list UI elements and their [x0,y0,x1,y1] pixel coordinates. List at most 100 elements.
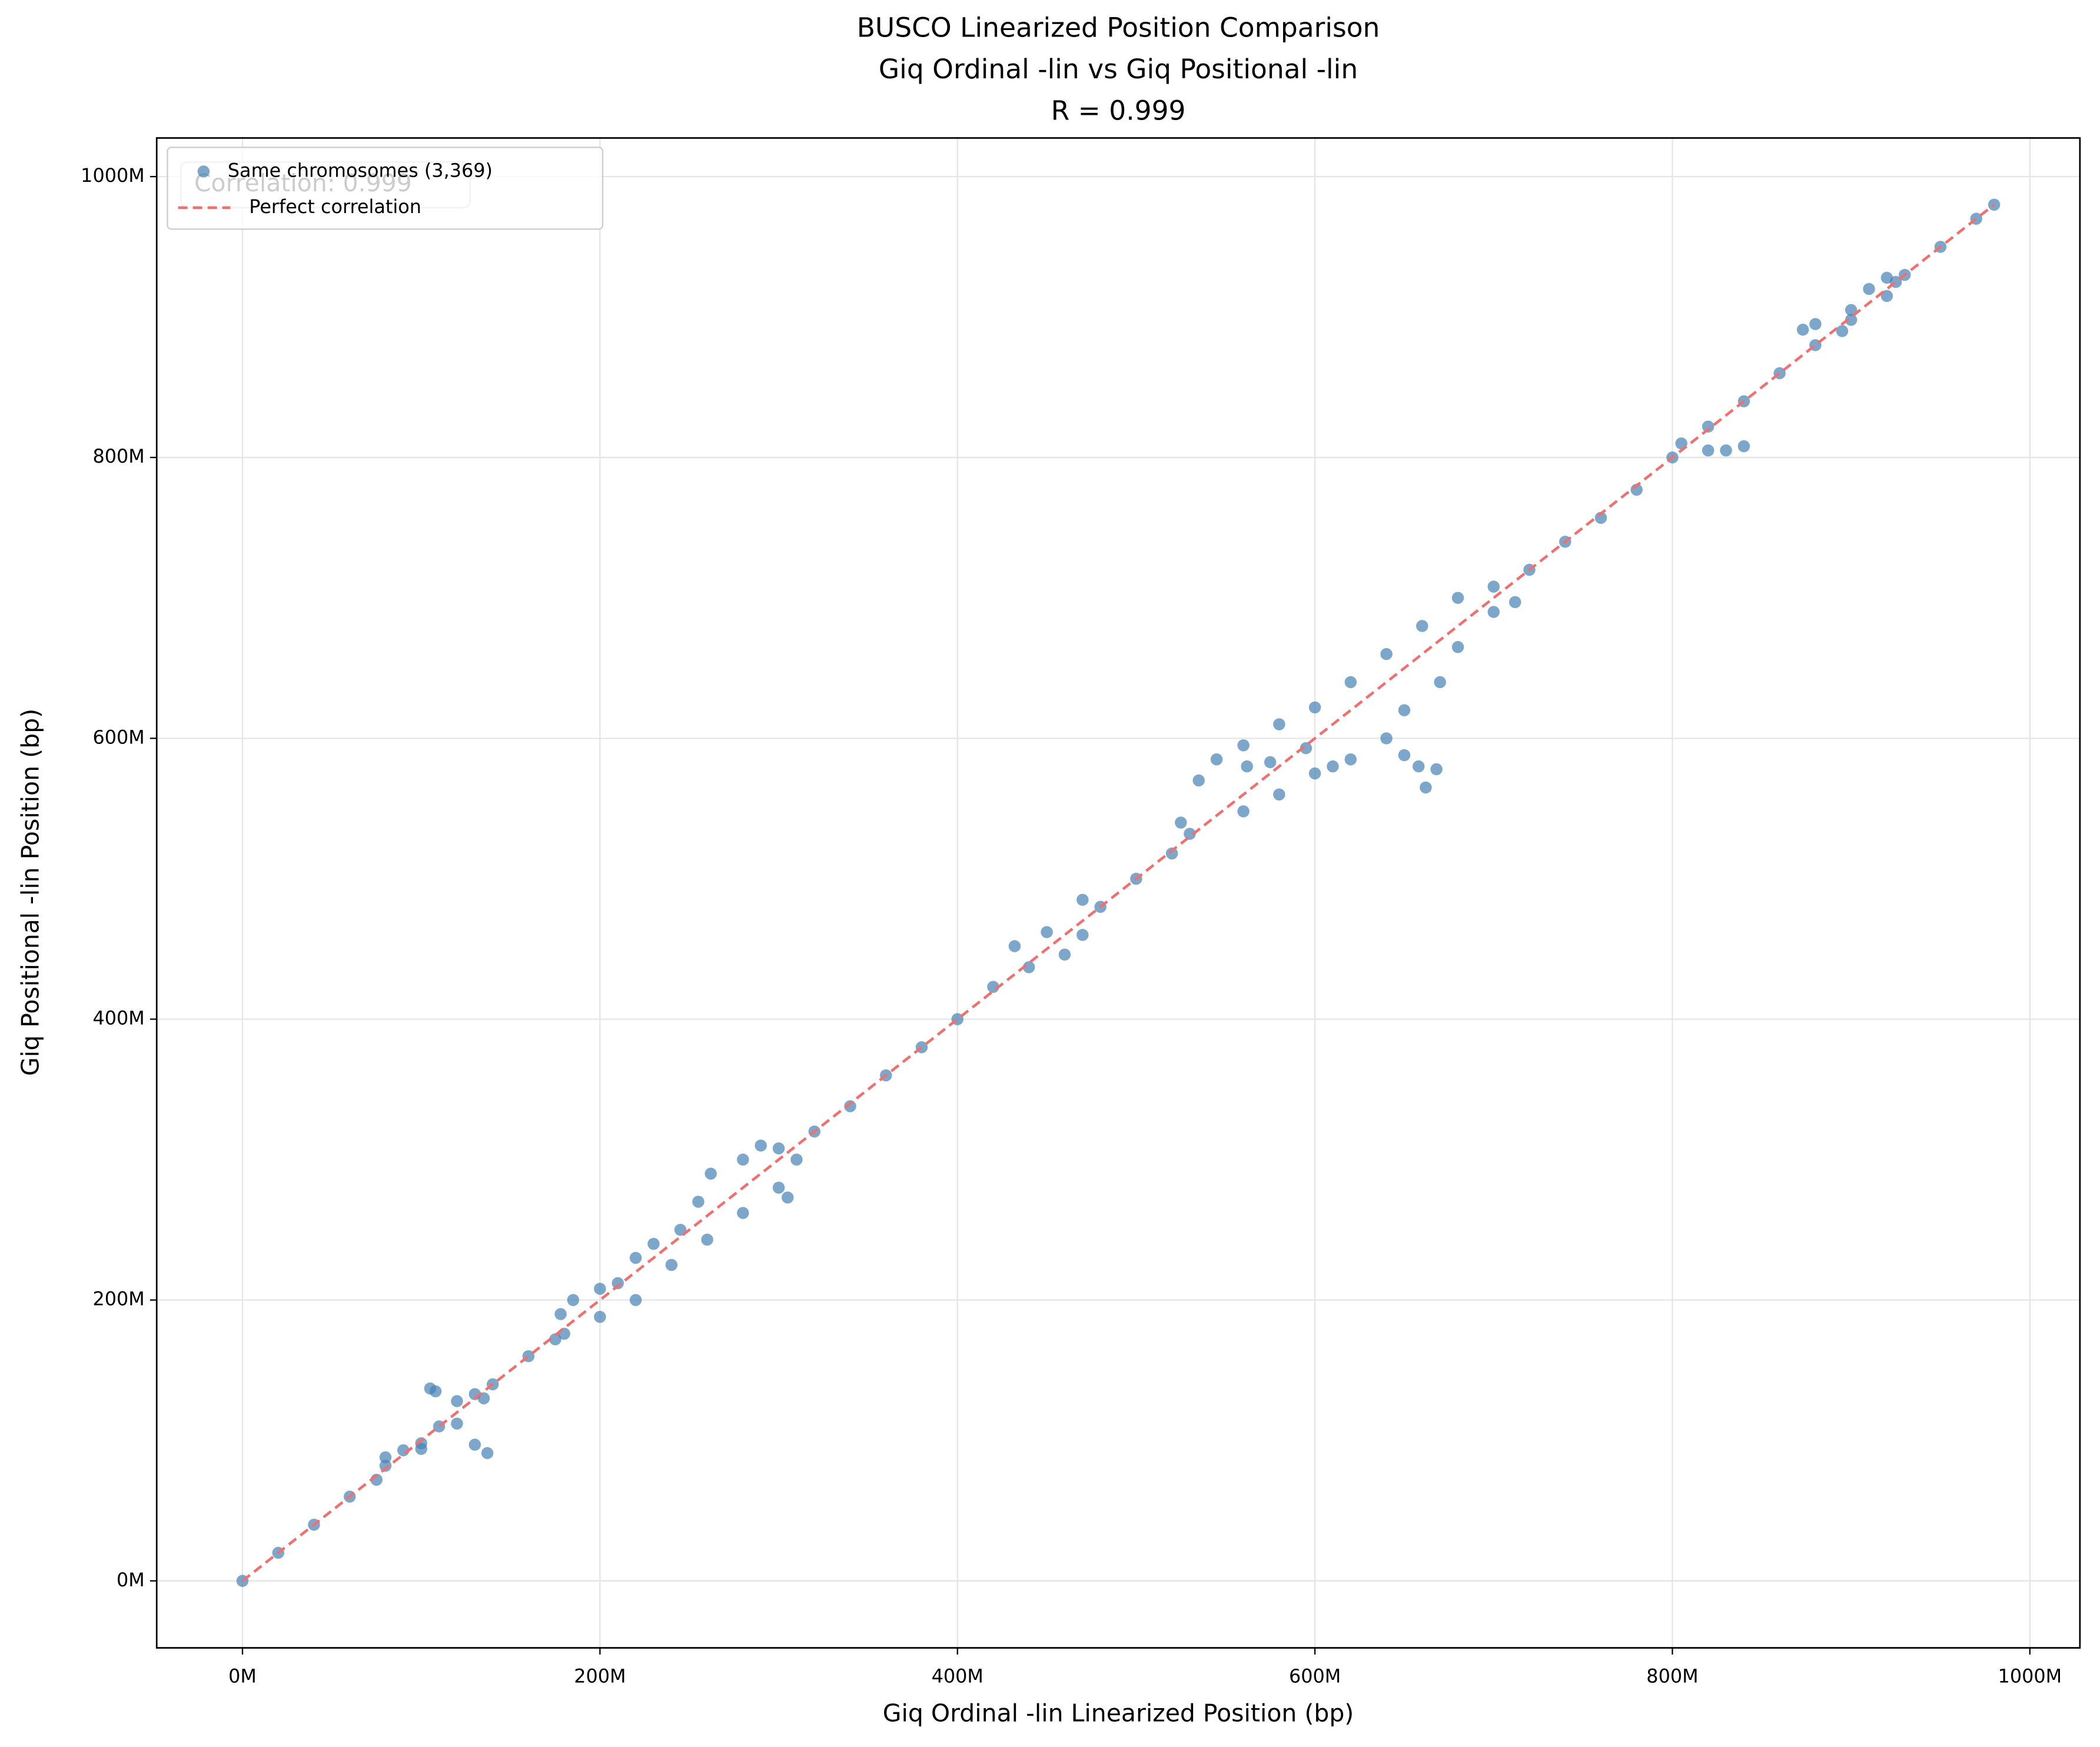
plot-frame [155,137,2081,1649]
scatter-point [549,1333,561,1346]
scatter-point [429,1385,442,1397]
scatter-point [1273,718,1285,730]
scatter-point [451,1395,463,1407]
scatter-point [1076,929,1089,941]
x-tick-label: 1000M [1998,1665,2062,1688]
chart-stat: R = 0.999 [1051,95,1186,127]
y-axis-label: Giq Positional -lin Position (bp) [16,709,45,1076]
scatter-point [647,1237,660,1250]
scatter-point [1165,847,1178,860]
scatter-point [1451,592,1464,605]
scatter-point [1308,701,1321,714]
scatter-point [468,1439,481,1451]
scatter-point [1508,596,1521,609]
scatter-point [1058,948,1071,961]
scatter-point [1241,760,1253,773]
scatter-point [1398,749,1411,762]
scatter-point [692,1195,705,1208]
scatter-point [1836,325,1849,337]
scatter-point [1702,420,1714,433]
scatter-point [1880,271,1893,284]
scatter-point [612,1277,624,1290]
scatter-point [1300,742,1312,755]
legend-box [167,147,604,230]
x-tick-label: 600M [1289,1665,1341,1688]
scatter-point [1008,940,1021,952]
scatter-point [1380,647,1393,660]
scatter-point [1273,788,1285,801]
y-tick-label: 800M [92,445,144,467]
y-tick-label: 200M [92,1288,144,1310]
scatter-point [1237,739,1250,752]
x-tick-label: 0M [228,1665,257,1688]
scatter-point [1022,961,1035,974]
scatter-point [1434,676,1446,689]
y-tick-label: 400M [92,1007,144,1029]
scatter-point [1184,828,1196,840]
x-tick-label: 200M [574,1665,626,1688]
scatter-point [772,1181,785,1194]
scatter-point [790,1153,803,1166]
scatter-point [1451,641,1464,653]
scatter-point [1416,620,1428,632]
legend-label: Same chromosomes (3,369) [228,159,493,181]
scatter-point [1412,760,1425,773]
scatter-point [781,1191,794,1204]
scatter-point [558,1327,570,1340]
legend-label: Perfect correlation [249,195,421,218]
y-tick-label: 0M [117,1569,145,1591]
scatter-point [844,1100,856,1112]
scatter-point [1210,753,1223,766]
scatter-point [1845,314,1858,326]
scatter-point [1344,753,1357,766]
scatter-point [1720,444,1732,457]
x-tick-label: 400M [932,1665,983,1688]
scatter-point [1041,926,1053,938]
scatter-point [1264,756,1277,769]
scatter-point [1344,676,1357,689]
legend-marker [197,165,210,178]
scatter-point [594,1311,606,1323]
scatter-point [1192,774,1205,787]
scatter-point [705,1167,717,1180]
x-tick-label: 800M [1646,1665,1698,1688]
scatter-point [554,1308,567,1320]
scatter-point [1430,763,1443,776]
scatter-point [629,1251,642,1264]
scatter-point [1076,894,1089,906]
scatter-point [1237,805,1250,818]
scatter-point [481,1447,494,1459]
scatter-point [629,1294,642,1306]
scatter-point [1420,781,1432,794]
scatter-point [1988,198,2001,211]
scatter-point [451,1417,463,1430]
chart-subtitle: Giq Ordinal -lin vs Giq Positional -lin [879,54,1358,85]
scatter-point [737,1207,749,1219]
y-tick-label: 600M [92,726,144,748]
scatter-point [1796,323,1809,336]
scatter-point [1308,767,1321,780]
scatter-point [772,1142,785,1155]
chart-title: BUSCO Linearized Position Comparison [857,12,1380,44]
scatter-point [1487,580,1500,593]
scatter-point [1702,444,1714,457]
scatter-point [1487,606,1500,618]
scatter-point [567,1294,580,1306]
scatter-point [379,1459,392,1472]
scatter-point [379,1451,392,1464]
scatter-point [1380,732,1393,745]
scatter-point [1863,283,1875,295]
x-axis-label: Giq Ordinal -lin Linearized Position (bp… [883,1699,1354,1727]
scatter-point [415,1443,427,1455]
scatter-point [755,1139,767,1152]
scatter-point [1398,704,1411,716]
scatter-point [1809,318,1822,330]
scatter-point [1737,440,1750,453]
reference-line [241,203,1995,1582]
y-tick-label: 1000M [81,164,145,187]
scatter-point [1175,816,1187,829]
scatter-point [665,1258,678,1271]
scatter-point [1327,760,1339,773]
